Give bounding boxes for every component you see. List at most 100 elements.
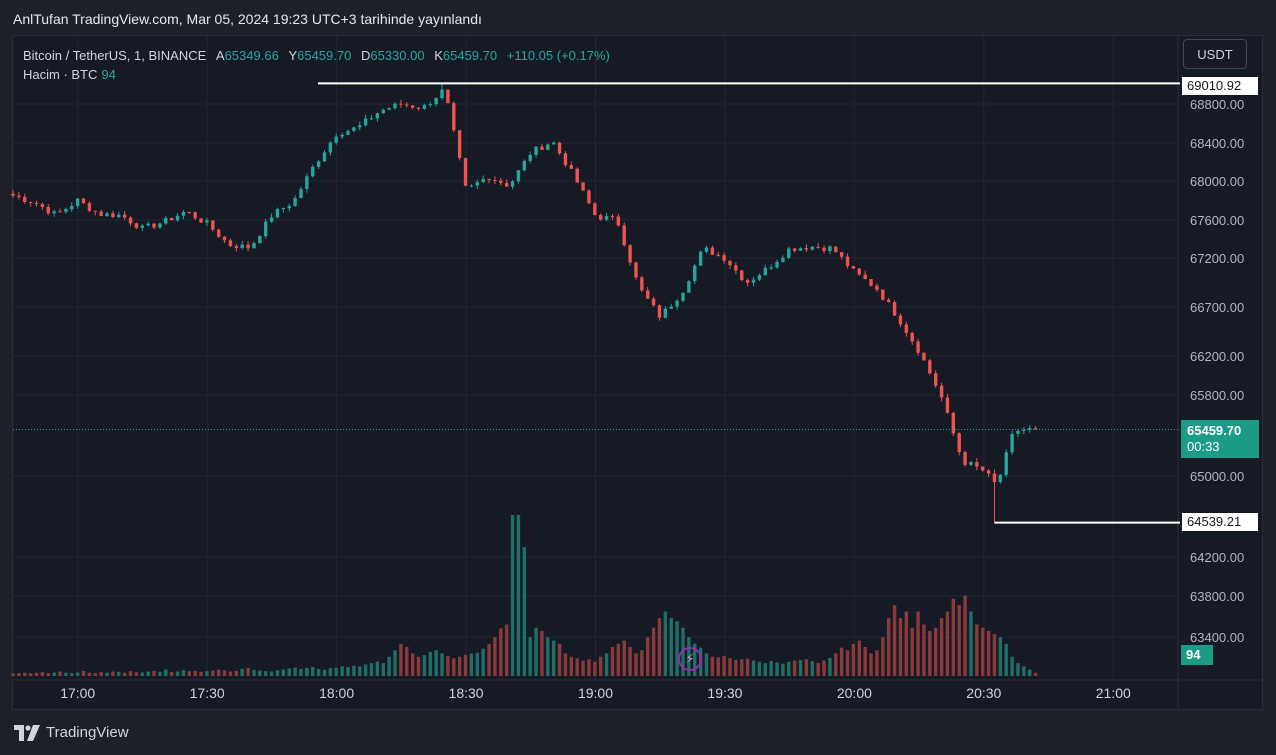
volume-bar — [440, 653, 444, 676]
volume-bar — [522, 547, 527, 676]
candle-body — [387, 108, 391, 110]
candle-body — [563, 153, 568, 166]
candle-body — [299, 188, 303, 198]
volume-bar — [122, 672, 127, 676]
volume-bar — [604, 653, 609, 676]
candle-body — [446, 89, 450, 104]
volume-bar — [798, 659, 803, 676]
volume-bar — [898, 618, 903, 676]
y-tick-label: 64200.00 — [1190, 550, 1244, 565]
lightning-icon[interactable]: ⚡ — [678, 647, 702, 671]
volume-bar — [857, 640, 861, 676]
volume-value: 94 — [101, 67, 116, 82]
candle-body — [93, 210, 97, 212]
x-tick-label: 20:00 — [837, 685, 872, 701]
candle-body — [334, 136, 338, 143]
volume-bar — [775, 662, 779, 676]
volume-bar — [246, 667, 250, 676]
volume-bar — [881, 637, 885, 676]
candle-body — [922, 352, 926, 361]
candle-body — [363, 118, 368, 126]
candle-body — [557, 142, 562, 154]
y-tick-label: 66700.00 — [1190, 300, 1244, 315]
candle-body — [998, 474, 1003, 483]
chart-frame[interactable] — [12, 35, 1263, 710]
candle-body — [781, 257, 785, 262]
candle-body — [910, 332, 914, 342]
volume-bar — [293, 667, 297, 676]
candle-body — [640, 277, 644, 291]
volume-bar — [428, 651, 432, 676]
volume-bar — [269, 671, 274, 676]
candle-body — [187, 211, 192, 213]
candle-body — [34, 202, 39, 204]
volume-tag: 94 — [1181, 645, 1213, 665]
candle-body — [46, 206, 50, 214]
volume-bar — [634, 653, 638, 676]
volume-bar — [740, 659, 744, 676]
candle-body — [234, 246, 239, 249]
volume-bar — [70, 673, 74, 676]
volume-bar — [410, 653, 415, 676]
candle-body — [246, 244, 250, 249]
high-label: Y — [288, 48, 298, 63]
volume-bar — [422, 655, 427, 676]
candle-body — [281, 208, 286, 210]
volume-label[interactable]: Hacim · BTC — [23, 67, 98, 82]
candle-body — [228, 240, 233, 247]
candle-body — [939, 385, 944, 398]
volume-bar — [11, 673, 15, 676]
candle-body — [551, 142, 556, 145]
y-tick-label: 68400.00 — [1190, 136, 1244, 151]
candle-body — [134, 223, 139, 228]
candle-body — [881, 289, 885, 300]
candle-body — [269, 217, 274, 222]
volume-bar — [704, 653, 709, 676]
candle-body — [434, 98, 438, 105]
volume-bar — [546, 637, 550, 676]
candle-body — [452, 103, 456, 131]
candle-body — [158, 223, 162, 228]
candle-body — [981, 466, 985, 471]
candle-body — [528, 154, 532, 161]
countdown-value: 00:33 — [1187, 439, 1220, 454]
candle-body — [839, 252, 844, 257]
candle-body — [916, 341, 920, 353]
volume-bar — [593, 661, 597, 676]
candle-body — [222, 236, 227, 241]
tradingview-logo[interactable]: TradingView — [14, 724, 129, 741]
volume-bar — [781, 663, 785, 676]
volume-bar — [628, 647, 632, 676]
candle-body — [1004, 452, 1008, 475]
volume-bar — [875, 650, 879, 676]
candle-body — [481, 178, 485, 183]
candle-body — [722, 255, 726, 261]
volume-bar — [463, 654, 468, 676]
candle-body — [945, 397, 950, 413]
volume-bar — [75, 672, 80, 676]
currency-button[interactable]: USDT — [1183, 39, 1247, 69]
volume-bar — [563, 653, 568, 676]
volume-bar — [334, 667, 338, 676]
volume-bar — [457, 656, 462, 676]
candle-body — [681, 292, 685, 301]
candle-body — [657, 305, 662, 318]
y-tick-label: 65000.00 — [1190, 469, 1244, 484]
volume-bar — [305, 667, 309, 676]
volume-bar — [745, 658, 750, 676]
symbol-name[interactable]: Bitcoin / TetherUS, 1, BINANCE — [23, 48, 207, 63]
candle-body — [516, 170, 521, 182]
volume-bar — [493, 637, 497, 676]
volume-bar — [23, 672, 27, 676]
candle-body — [628, 245, 632, 263]
candle-body — [169, 217, 174, 221]
candle-body — [546, 144, 550, 150]
volume-bar — [986, 630, 991, 676]
volume-bar — [669, 618, 673, 676]
candle-body — [669, 306, 673, 309]
change-value: +110.05 (+0.17%) — [506, 48, 610, 63]
candle-body — [604, 216, 609, 220]
candle-body — [381, 109, 385, 114]
candle-body — [216, 229, 221, 237]
